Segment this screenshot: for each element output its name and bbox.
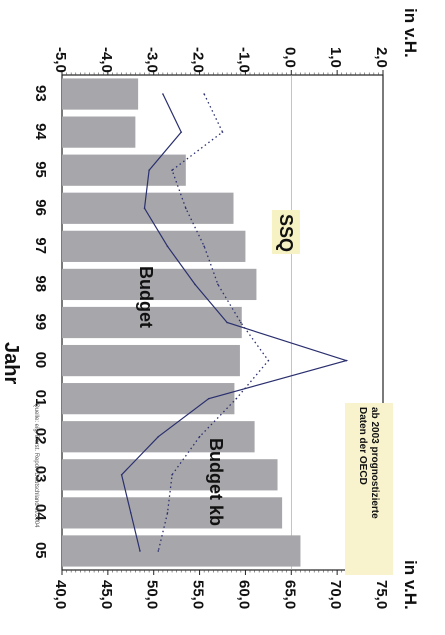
year-tick-label: 04: [32, 504, 49, 521]
right-axis-tick-label: 50,0: [144, 580, 161, 609]
ssq-bar: [62, 497, 283, 529]
budget-kb-point: [267, 359, 270, 362]
budget-kb-point: [203, 245, 205, 248]
plot-area: 2,0 75,0 1,0 70,0 0,0 65,0 -1,0 60,0 -2,0 55,0 -3,…: [32, 47, 390, 609]
budget-point: [345, 359, 348, 362]
year-tick-label: 95: [32, 161, 49, 178]
budget-point: [194, 283, 196, 286]
left-axis-unit: in v.H.: [401, 8, 420, 58]
ssq-bar: [62, 383, 235, 415]
budget-point: [166, 245, 169, 248]
x-axis-label: Jahr: [0, 342, 22, 384]
right-axis-unit: in v.H.: [401, 560, 420, 610]
budget-kb-point: [221, 131, 224, 133]
budget-kb-point: [198, 435, 201, 438]
budget-point: [157, 435, 160, 438]
year-tick-label: 03: [32, 466, 49, 483]
budget-point: [139, 550, 141, 552]
ssq-bar: [62, 268, 257, 301]
budget-kb-point: [217, 283, 219, 286]
year-tick-label: 05: [32, 542, 49, 559]
budget-kb-point: [157, 550, 160, 552]
right-axis-tick-label: 65,0: [281, 580, 298, 609]
budget-kb-point: [235, 397, 238, 400]
right-axis-tick-label: 55,0: [190, 580, 207, 609]
year-tick-label: 00: [32, 352, 49, 369]
ssq-bar: [62, 154, 186, 186]
left-axis-tick-label: -2,0: [190, 47, 207, 73]
budget-point: [207, 397, 210, 400]
budget-point: [180, 131, 183, 133]
ssq-bar: [62, 459, 278, 491]
left-axis-tick-label: 2,0: [373, 47, 390, 68]
left-axis-tick-label: -1,0: [235, 47, 252, 73]
left-axis-tick-label: -4,0: [98, 47, 115, 73]
ssq-label-bg: [272, 210, 300, 254]
year-tick-label: 93: [32, 85, 49, 102]
budget-point: [148, 169, 150, 171]
left-axis-tick-label: -3,0: [144, 47, 161, 73]
budget-point: [129, 512, 132, 514]
budget-kb-point: [171, 169, 173, 171]
right-axis-tick-label: 70,0: [327, 580, 344, 609]
left-axis-tick-label: 1,0: [327, 47, 344, 68]
ssq-bar: [62, 535, 301, 567]
budget-kb-label: Budget kb: [206, 438, 226, 526]
year-tick-label: 98: [32, 275, 49, 292]
source-note: Quelle: eig. Darst. Report Deutschland I…: [33, 403, 39, 528]
ssq-bar: [62, 192, 234, 224]
budget-label: Budget: [136, 266, 156, 328]
year-tick-label: 01: [32, 390, 49, 407]
oecd-note-box: [345, 403, 393, 575]
oecd-note-line1: ab 2003 prognostizierte: [369, 407, 380, 519]
year-tick-label: 96: [32, 199, 49, 216]
budget-kb-point: [185, 207, 187, 210]
budget-point: [226, 321, 228, 324]
left-axis-tick-label: -5,0: [52, 47, 69, 73]
budget-kb-point: [240, 321, 242, 324]
ssq-bar: [62, 306, 242, 339]
ssq-label: SSQ: [276, 214, 296, 252]
budget-point: [143, 207, 146, 210]
oecd-note-line2: Daten der OECD: [357, 407, 368, 485]
year-tick-label: 97: [32, 237, 49, 254]
ssq-bar: [62, 78, 139, 110]
budget-point: [162, 93, 164, 95]
oecd-note: ab 2003 prognostizierte Daten der OECD: [345, 403, 393, 575]
right-axis-tick-label: 40,0: [52, 580, 69, 609]
ssq-bar: [62, 116, 136, 148]
ssq-bar: [62, 230, 246, 262]
right-axis-tick-label: 45,0: [98, 580, 115, 609]
year-tick-label: 99: [32, 314, 49, 331]
ssq-bar: [62, 344, 240, 377]
left-axis-tick-label: 0,0: [281, 47, 298, 68]
budget-point: [120, 474, 123, 476]
right-axis-tick-label: 60,0: [235, 580, 252, 609]
budget-kb-point: [171, 474, 173, 476]
year-tick-label: 94: [32, 123, 49, 140]
budget-kb-point: [166, 512, 169, 514]
year-tick-label: 02: [32, 428, 49, 445]
budget-kb-point: [203, 93, 205, 95]
right-axis-tick-label: 75,0: [373, 580, 390, 609]
